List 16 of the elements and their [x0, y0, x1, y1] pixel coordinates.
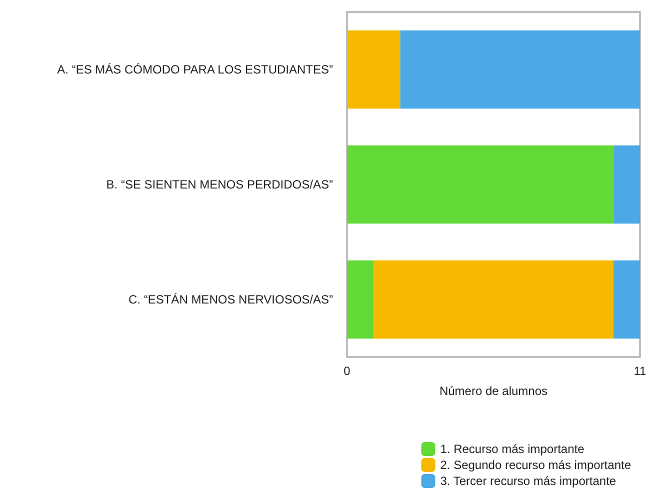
legend-label: 2. Segundo recurso más importante: [440, 458, 632, 472]
y-tick-label: A. “ES MÁS CÓMODO PARA LOS ESTUDIANTES”: [57, 62, 333, 76]
legend-label: 1. Recurso más importante: [440, 442, 585, 456]
x-tick-label: 0: [344, 364, 351, 378]
bar: [613, 260, 640, 339]
bar: [347, 260, 374, 339]
y-tick-label: B. “SE SIENTEN MENOS PERDIDOS/AS”: [106, 178, 333, 192]
bar: [613, 145, 640, 224]
legend-label: 3. Tercer recurso más importante: [440, 474, 616, 488]
y-tick-label: C. “ESTÁN MENOS NERVIOSOS/AS”: [128, 292, 333, 306]
bar: [400, 30, 640, 109]
bar: [374, 260, 614, 339]
bar: [347, 145, 614, 224]
bar: [347, 30, 400, 109]
x-axis-title: Número de alumnos: [439, 384, 548, 398]
x-tick-label: 11: [634, 364, 647, 378]
